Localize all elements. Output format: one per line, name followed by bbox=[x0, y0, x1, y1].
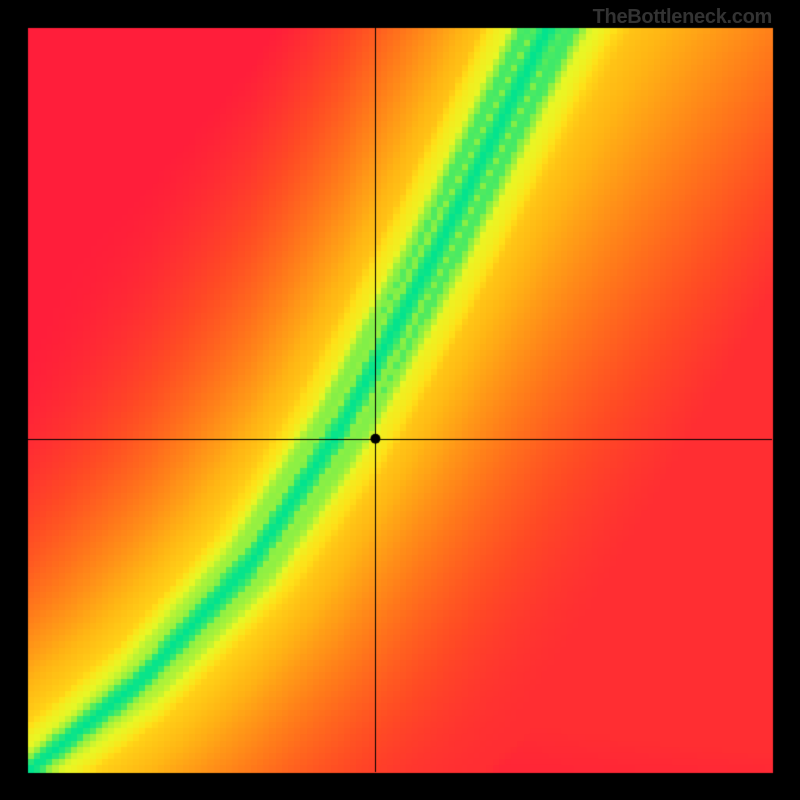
bottleneck-heatmap bbox=[0, 0, 800, 800]
watermark-text: TheBottleneck.com bbox=[593, 6, 772, 29]
